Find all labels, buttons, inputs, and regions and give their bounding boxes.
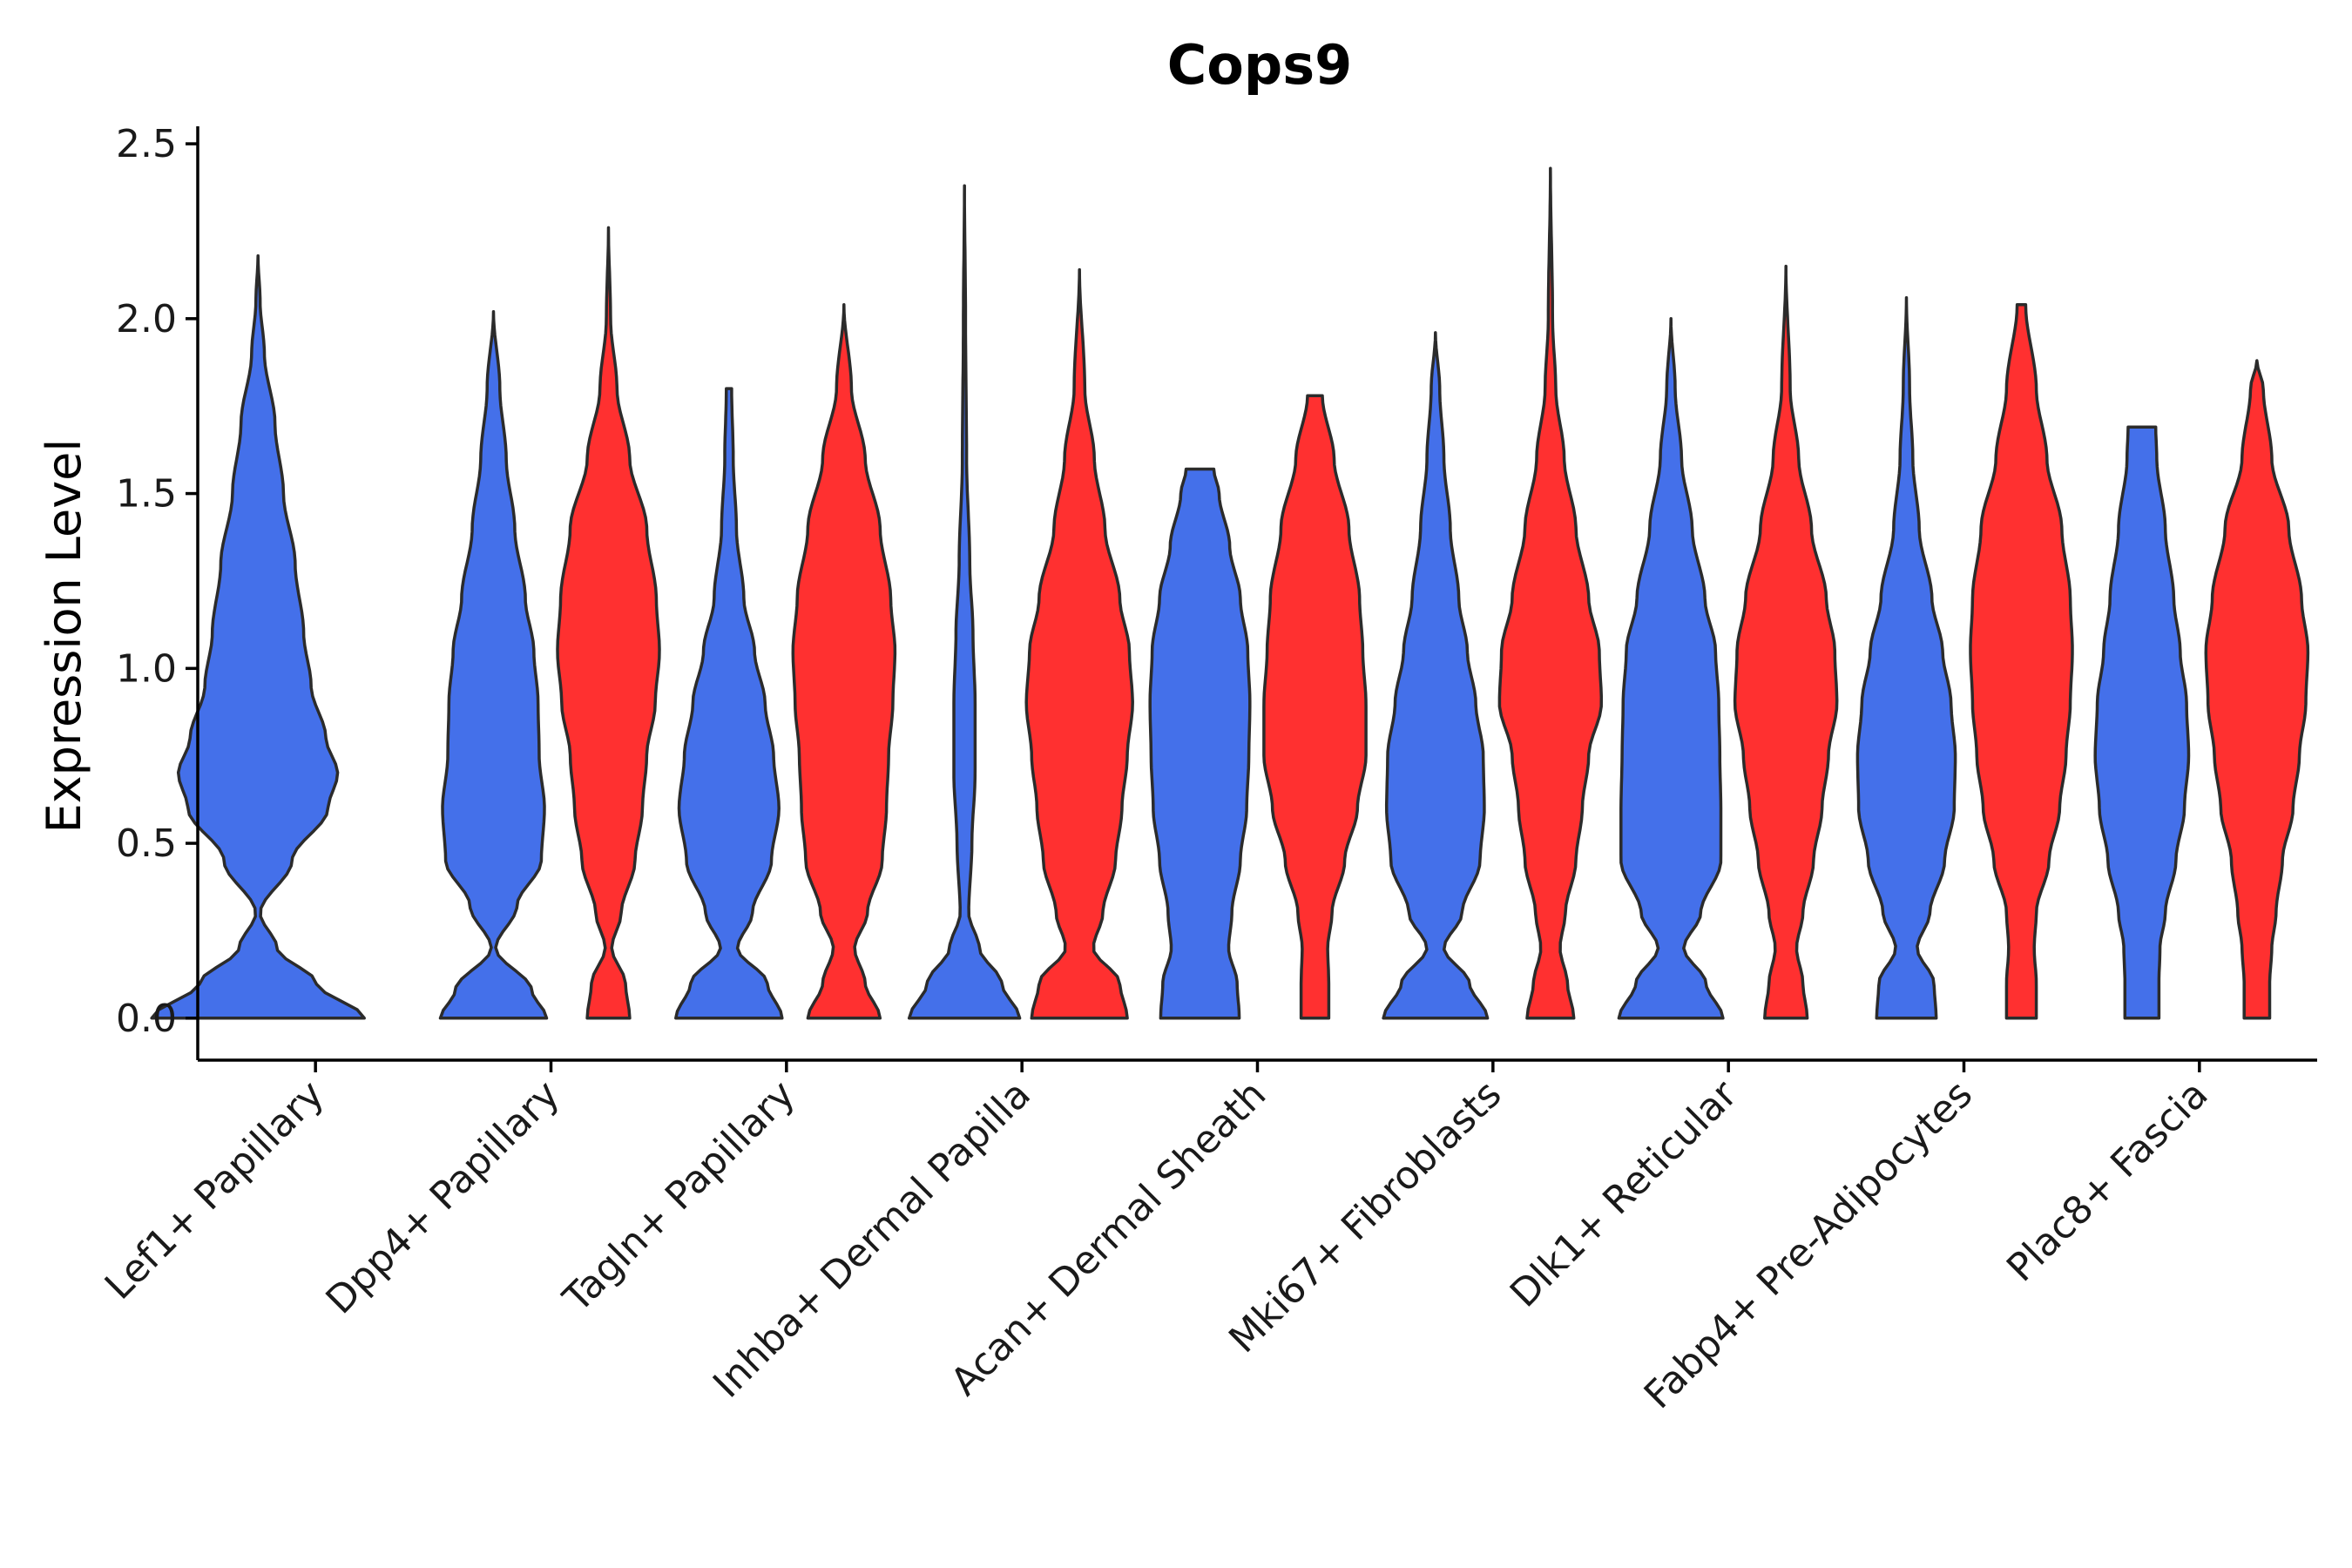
violin-fabp4-pre-adipocytes-red [1969,303,2074,1020]
violin-dpp4-papillary-red [556,226,661,1020]
violin-lef1-papillary-blue [150,253,366,1020]
violin-tagln-papillary-red [791,303,897,1020]
chart-title: Cops9 [1167,33,1353,97]
violin-inhba-dermal-papilla-blue [907,184,1022,1020]
violin-plac8-fascia-red [2204,359,2310,1020]
x-tick-label: Dpp4+ Papillary [318,1072,569,1323]
violin-dlk1-reticular-red [1733,264,1839,1020]
violin-dlk1-reticular-blue [1617,317,1725,1020]
y-tick-label: 2.5 [116,122,177,166]
violin-inhba-dermal-papilla-red [1024,267,1134,1020]
y-tick-label: 2.0 [116,297,177,341]
x-tick-label: Tagln+ Papillary [554,1072,803,1321]
violin-mki67-fibroblasts-blue [1382,331,1490,1020]
y-tick-label: 0.0 [116,997,177,1041]
x-tick-label: Plac8+ Fascia [1998,1072,2217,1291]
violin-acan-dermal-sheath-blue [1148,467,1252,1020]
y-axis-label: Expression Level [37,439,91,834]
x-tick-label: Dlk1+ Reticular [1502,1071,1747,1316]
violin-acan-dermal-sheath-red [1262,394,1368,1020]
violin-plac8-fascia-blue [2093,425,2191,1020]
y-tick-label: 1.0 [116,646,177,691]
violin-dpp4-papillary-blue [438,310,549,1020]
x-tick-label: Mki67+ Fibroblasts [1220,1072,1510,1362]
violin-tagln-papillary-blue [674,387,784,1020]
violin-fabp4-pre-adipocytes-blue [1855,295,1957,1020]
violin-mki67-fibroblasts-red [1497,166,1604,1020]
y-tick-label: 0.5 [116,821,177,866]
y-tick-label: 1.5 [116,472,177,517]
violins-group [150,166,2310,1020]
x-tick-label: Lef1+ Papillary [97,1072,333,1308]
